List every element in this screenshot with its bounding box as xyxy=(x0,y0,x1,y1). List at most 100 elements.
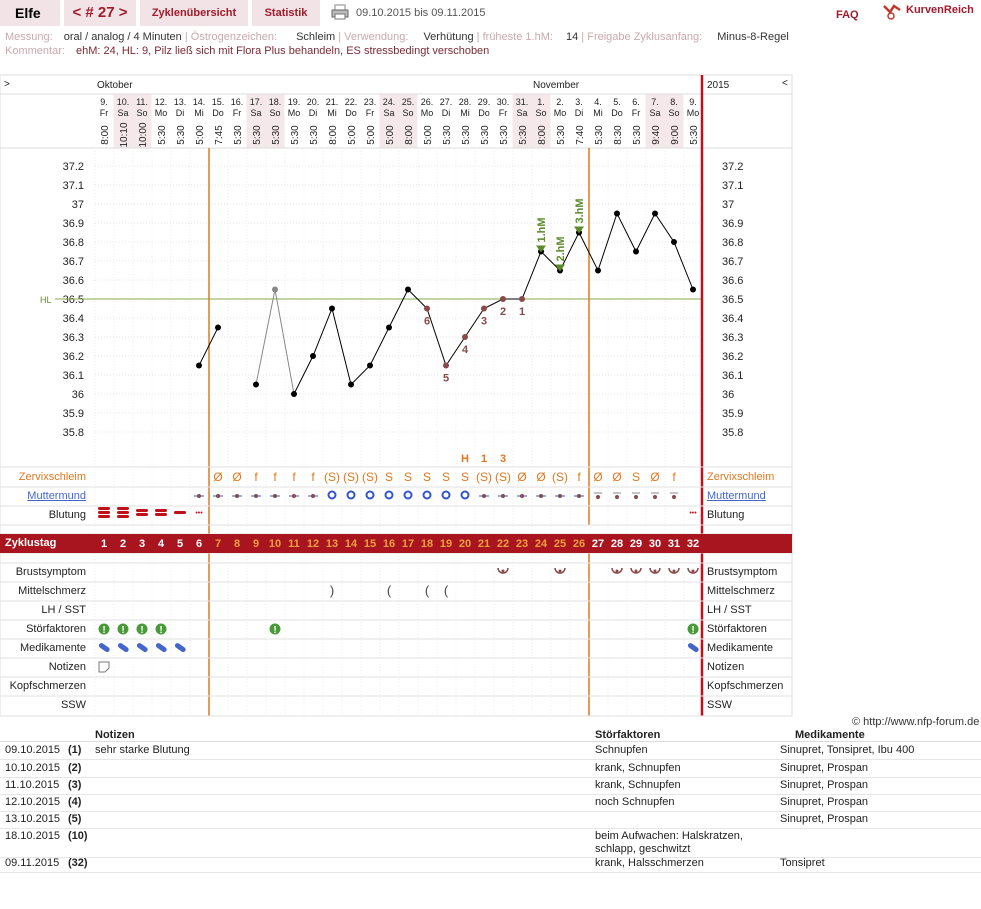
day-weekday: Fr xyxy=(233,108,242,118)
row-stoer: Schnupfen xyxy=(595,744,648,756)
cycle-day-number: 20 xyxy=(459,538,471,550)
cycle-day-number: 26 xyxy=(573,538,585,550)
table-header-notizen: Notizen xyxy=(95,729,135,741)
day-time: 5:30 xyxy=(157,125,168,145)
zervix-symbol: (S) xyxy=(552,470,568,484)
frueheste-label: früheste 1.hM: xyxy=(482,31,553,43)
spotting-icon: ••• xyxy=(689,510,697,517)
faq-link[interactable]: FAQ xyxy=(836,9,859,21)
temperature-line xyxy=(293,212,694,395)
row-medi: Tonsipret xyxy=(780,857,825,869)
cycle-day-number: 22 xyxy=(497,538,509,550)
y-tick-right: 36.3 xyxy=(722,332,743,344)
year-label: 2015 xyxy=(707,80,730,91)
cycle-nav[interactable]: < # 27 > xyxy=(64,0,136,26)
bleeding-icon xyxy=(98,511,110,514)
row-stoer: krank, Halsschmerzen xyxy=(595,857,704,869)
messung-value: oral / analog / 4 Minuten xyxy=(63,31,182,43)
print-icon[interactable] xyxy=(331,4,349,20)
pill-icon xyxy=(98,643,110,653)
row-medi: Sinupret, Tonsipret, Ibu 400 xyxy=(780,744,915,756)
temperature-point xyxy=(690,286,696,293)
day-time: 8:00 xyxy=(537,125,548,145)
bleeding-icon xyxy=(136,513,148,516)
bleeding-icon xyxy=(117,507,129,510)
row-label-lh-right: LH / SST xyxy=(707,604,752,616)
pill-icon xyxy=(136,643,148,653)
freigabe-value: Minus-8-Regel xyxy=(717,31,789,43)
y-tick-left: 37.1 xyxy=(63,180,84,192)
lower-count-label: 6 xyxy=(424,316,430,328)
row-label-brust-right: Brustsymptom xyxy=(707,566,778,578)
temperature-point xyxy=(462,334,468,340)
zervix-symbol: S xyxy=(404,470,412,484)
y-tick-left: 36.8 xyxy=(63,237,84,249)
day-date: 17. xyxy=(250,97,263,107)
cycle-day-number: 18 xyxy=(421,538,433,550)
y-tick-right: 35.8 xyxy=(722,427,743,439)
temperature-point xyxy=(196,362,202,369)
row-label-kopf: Kopfschmerzen xyxy=(9,680,86,692)
day-time: 5:30 xyxy=(233,125,244,145)
row-label-notizen-right: Notizen xyxy=(707,661,745,673)
zervix-symbol: S xyxy=(385,470,393,484)
tab-zyklenuebersicht[interactable]: Zyklenübersicht xyxy=(140,0,248,26)
day-date: 11. xyxy=(136,97,148,107)
zervix-symbol: f xyxy=(672,470,676,484)
day-time: 5:30 xyxy=(594,125,605,145)
y-tick-right: 37.2 xyxy=(722,161,743,173)
cycle-day-number: 23 xyxy=(516,538,528,550)
day-time: 5:30 xyxy=(252,125,263,145)
brand-name[interactable]: KurvenReich xyxy=(906,4,974,16)
row-label-zervix: Zervixschleim xyxy=(18,471,86,483)
cycle-day-number: 10 xyxy=(269,538,281,550)
y-tick-right: 36.9 xyxy=(722,218,743,230)
row-label-muttermund[interactable]: Muttermund xyxy=(27,490,86,502)
row-label-medi-right: Medikamente xyxy=(707,642,774,654)
row-day: (10) xyxy=(68,830,88,842)
brand-logo-icon[interactable] xyxy=(882,2,902,20)
day-weekday: Sa xyxy=(383,108,394,118)
row-label-blutung: Blutung xyxy=(48,509,86,521)
weekend-shade xyxy=(531,94,551,148)
day-date: 31. xyxy=(516,97,529,107)
tab-statistik[interactable]: Statistik xyxy=(252,0,320,26)
muttermund-dot-icon xyxy=(672,495,676,499)
day-date: 4. xyxy=(594,97,602,107)
day-time: 8:30 xyxy=(613,125,624,145)
muttermund-dot-icon xyxy=(216,494,220,498)
temperature-point xyxy=(500,296,506,302)
row-day: (1) xyxy=(68,744,82,756)
table-row-divider xyxy=(0,872,981,873)
day-date: 13. xyxy=(174,97,187,107)
zervix-symbol: Ø xyxy=(232,470,241,484)
day-time: 10:10 xyxy=(119,122,130,147)
temperature-point xyxy=(310,353,316,359)
zervix-symbol: Ø xyxy=(650,470,659,484)
day-weekday: Mo xyxy=(687,108,700,118)
row-label-mittelschmerz: Mittelschmerz xyxy=(18,585,86,597)
day-date: 2. xyxy=(556,97,564,107)
muttermund-open-icon xyxy=(346,490,356,500)
day-time: 5:30 xyxy=(461,125,472,145)
temperature-point xyxy=(614,210,620,217)
mittelschmerz-icon: ) xyxy=(330,583,334,598)
temperature-point xyxy=(443,362,449,369)
y-tick-left: 35.8 xyxy=(63,427,84,439)
day-date: 25. xyxy=(402,97,415,107)
mittelschmerz-icon: ( xyxy=(444,583,449,598)
day-time: 8:00 xyxy=(100,125,111,145)
day-weekday: Mo xyxy=(421,108,434,118)
day-time: 5:00 xyxy=(366,125,377,145)
zervix-symbol: f xyxy=(577,470,581,484)
day-time: 5:00 xyxy=(347,125,358,145)
temperature-point xyxy=(424,305,430,312)
y-tick-right: 36.1 xyxy=(722,370,743,382)
hl-label: HL xyxy=(40,295,52,305)
zervix-symbol: f xyxy=(273,470,277,484)
stoer-icon xyxy=(155,623,167,635)
mittelschmerz-icon: ( xyxy=(387,583,392,598)
row-label-muttermund-right[interactable]: Muttermund xyxy=(707,490,766,502)
pill-icon xyxy=(174,643,186,653)
